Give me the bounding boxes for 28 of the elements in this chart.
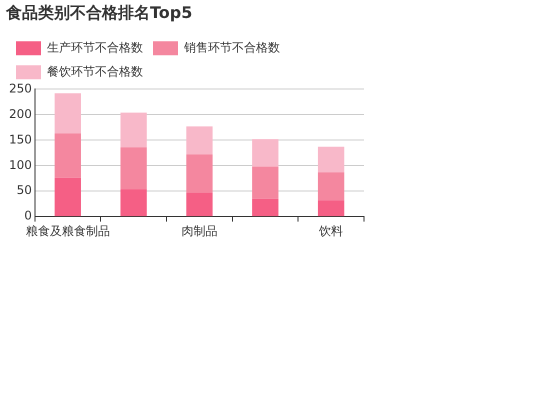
legend-label: 餐饮环节不合格数 [47, 64, 143, 78]
chart-title: 食品类别不合格排名Top5 [5, 2, 192, 22]
y-tick-label: 250 [9, 81, 32, 96]
bar [252, 198, 278, 216]
y-tick-label: 200 [9, 106, 32, 121]
bar [54, 134, 81, 178]
bar [120, 189, 147, 216]
legend-label: 生产环节不合格数 [47, 40, 143, 54]
bar [54, 93, 81, 134]
bar [318, 200, 344, 216]
bar [318, 146, 344, 172]
bar [318, 172, 344, 200]
x-tick-label: 粮食及粮食制品 [26, 224, 110, 238]
y-tick-label: 50 [16, 183, 32, 198]
x-tick-label: 肉制品 [181, 224, 218, 238]
bar [186, 192, 213, 216]
bar [120, 112, 147, 148]
bar [252, 166, 278, 199]
bar [252, 139, 278, 167]
bar [186, 154, 213, 193]
bar [120, 147, 147, 190]
y-tick-label: 100 [9, 158, 32, 172]
bar [54, 178, 81, 216]
x-tick-label: 饮料 [318, 224, 344, 238]
legend-label: 销售环节不合格数 [183, 40, 280, 54]
y-tick-label: 0 [24, 208, 32, 223]
y-tick-label: 150 [9, 132, 32, 146]
bar [186, 126, 213, 154]
